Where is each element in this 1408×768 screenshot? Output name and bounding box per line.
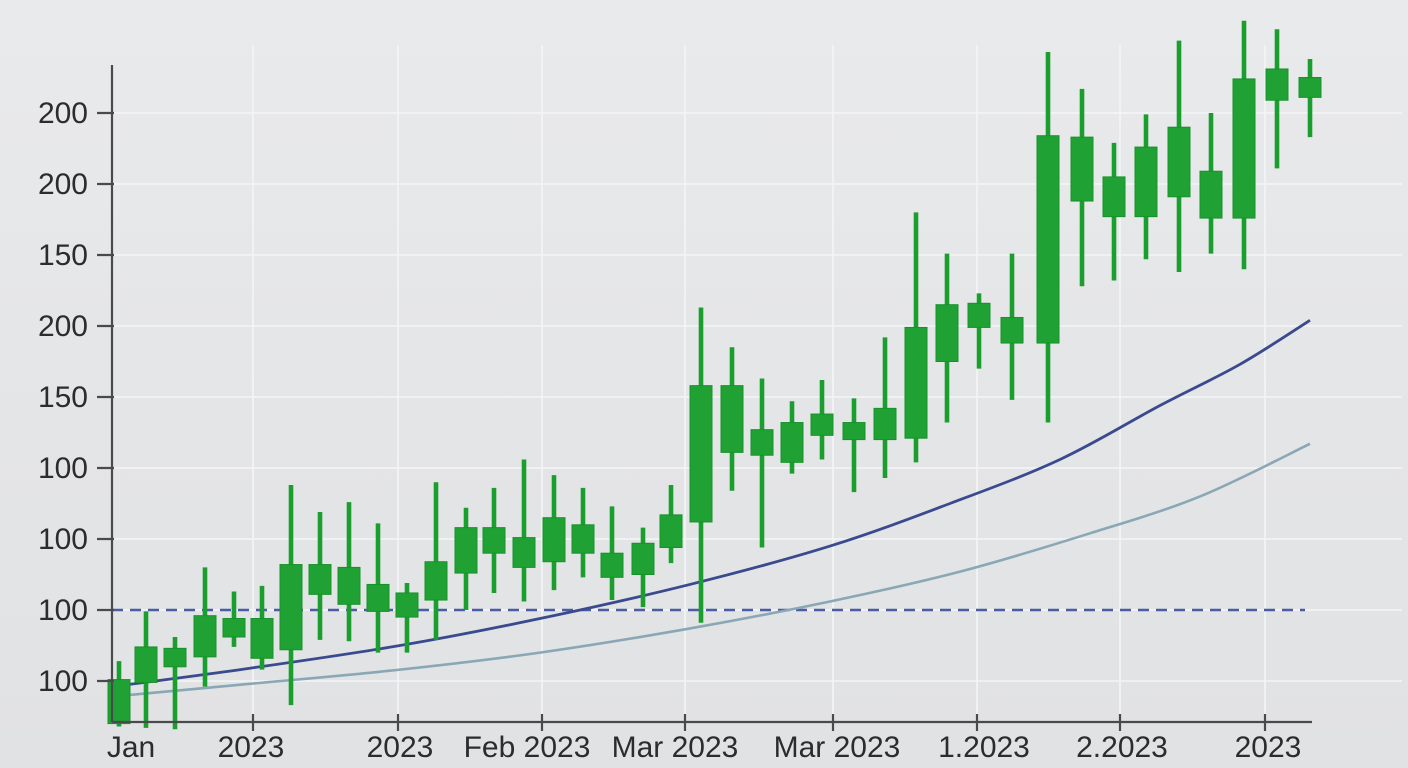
candle-body xyxy=(935,304,959,363)
y-tick-label: 100 xyxy=(38,594,88,627)
candle-body xyxy=(107,679,131,725)
candle-body xyxy=(542,517,566,563)
candle-body xyxy=(337,566,361,605)
candle-body xyxy=(512,537,536,568)
candle-body xyxy=(454,527,478,574)
y-tick-label: 100 xyxy=(38,523,88,556)
candle-body xyxy=(222,618,246,638)
candle-body xyxy=(904,326,928,439)
candle-body xyxy=(1102,176,1126,218)
y-tick-label: 200 xyxy=(38,310,88,343)
candle-body xyxy=(720,385,744,453)
x-tick-label: Mar 2023 xyxy=(612,731,739,764)
candle-body xyxy=(1134,146,1158,218)
candle-body xyxy=(193,615,217,658)
y-tick-label: 100 xyxy=(38,665,88,698)
x-tick-label: Mar 2023 xyxy=(774,731,901,764)
y-tick-label: 100 xyxy=(38,452,88,485)
x-tick-label: Feb 2023 xyxy=(464,731,591,764)
candle-body xyxy=(308,564,332,595)
candle-body xyxy=(1036,135,1060,344)
candle-body xyxy=(571,524,595,554)
candle-body xyxy=(873,407,897,441)
candle-body xyxy=(689,385,713,523)
candle-body xyxy=(842,422,866,441)
x-tick-label: 2.2023 xyxy=(1076,731,1168,764)
candle-body xyxy=(1265,68,1289,101)
candle-body xyxy=(163,647,187,668)
trend-curve-dark xyxy=(111,319,1311,689)
y-tick-label: 200 xyxy=(38,168,88,201)
candle-body xyxy=(780,422,804,463)
candle-body xyxy=(1199,170,1223,219)
candle-body xyxy=(967,302,991,328)
candle-body xyxy=(750,429,774,456)
x-tick-label: 1.2023 xyxy=(938,731,1030,764)
candle-body xyxy=(631,542,655,576)
candle-body xyxy=(659,514,683,549)
candle-body xyxy=(366,583,390,612)
candle-body xyxy=(279,564,303,651)
trend-curve-light xyxy=(111,442,1311,698)
candle-body xyxy=(1298,77,1322,98)
candle-body xyxy=(250,618,274,659)
candle-body xyxy=(134,646,158,683)
candle-body xyxy=(1232,78,1256,219)
candle-body xyxy=(395,592,419,618)
y-tick-label: 150 xyxy=(38,381,88,414)
candle-body xyxy=(1167,126,1191,198)
x-tick-label: 2023 xyxy=(367,731,434,764)
y-tick-label: 200 xyxy=(38,97,88,130)
x-tick-label: 2023 xyxy=(1235,731,1302,764)
y-tick-label: 150 xyxy=(38,239,88,272)
candle-body xyxy=(482,527,506,554)
candle-body xyxy=(424,561,448,601)
candle-body xyxy=(1000,316,1024,344)
candle-body xyxy=(810,413,834,436)
candle-body xyxy=(1070,136,1094,202)
candle-body xyxy=(600,552,624,578)
x-tick-label: Jan xyxy=(107,731,155,764)
x-tick-label: 2023 xyxy=(218,731,285,764)
